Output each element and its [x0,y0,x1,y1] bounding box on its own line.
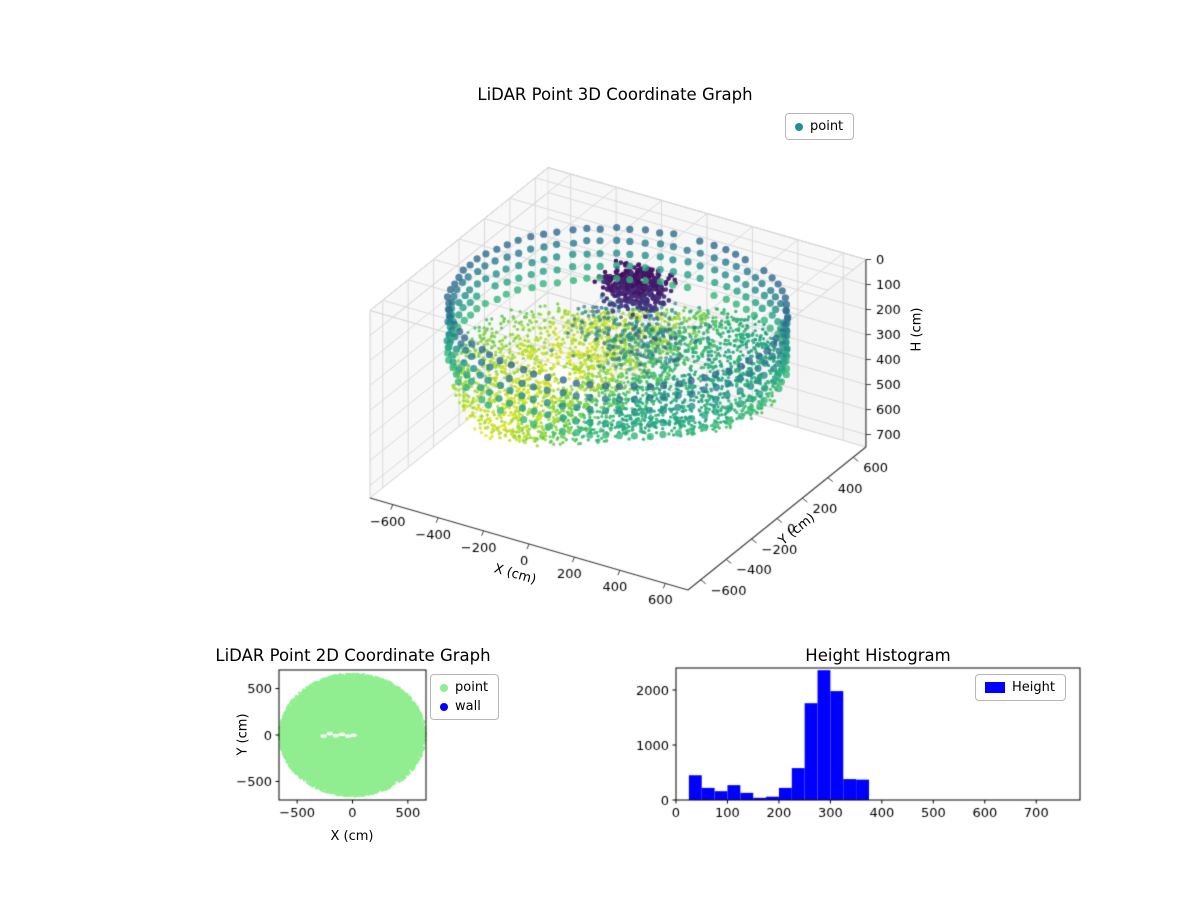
legend-label-point-3d: point [810,119,844,134]
plot3d-zlabel: H (cm) [909,307,925,352]
legend-item-height: Height [985,680,1055,695]
legend-item-point-3d: point [795,119,843,134]
plot2d-ylabel: Y (cm) [235,713,251,756]
plot2d-xlabel: X (cm) [330,829,374,844]
height-marker-icon [985,682,1005,693]
plot3d-legend: point [785,113,855,140]
legend-item-point-2d: point [440,680,488,695]
point-marker-icon [440,683,448,692]
plot3d-title: LiDAR Point 3D Coordinate Graph [477,85,753,104]
plot2d-legend: point wall [430,674,500,720]
plot3d-canvas [240,130,960,650]
histogram-title: Height Histogram [805,646,951,665]
plot2d-title: LiDAR Point 2D Coordinate Graph [215,646,491,665]
point-marker-icon [795,122,803,131]
legend-label-wall-2d: wall [455,699,481,714]
wall-marker-icon [440,702,448,711]
legend-item-wall-2d: wall [440,699,488,714]
legend-label-point-2d: point [455,680,489,695]
histogram-legend: Height [975,674,1066,701]
legend-label-height: Height [1012,680,1055,695]
